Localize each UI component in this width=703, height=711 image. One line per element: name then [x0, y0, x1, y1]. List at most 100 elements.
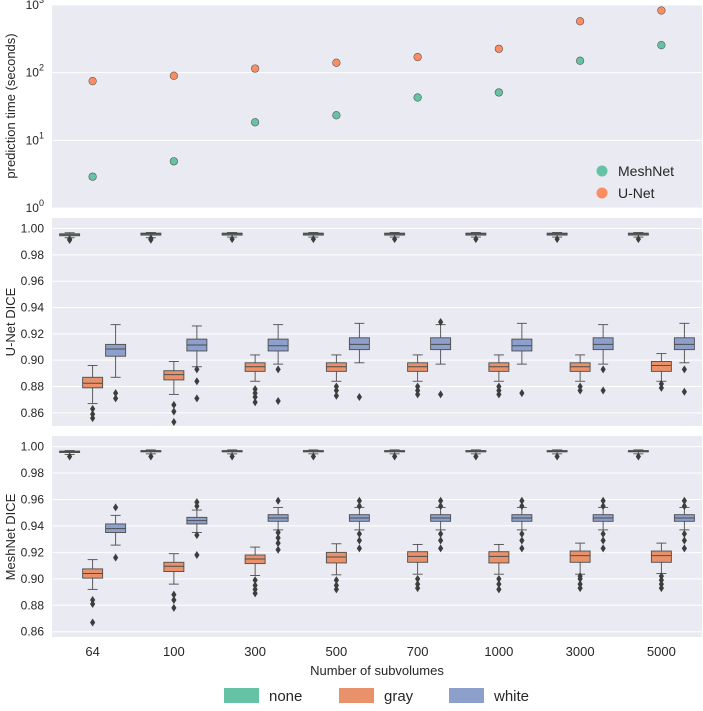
x-tick-label: 5000	[647, 644, 676, 659]
box-body	[82, 376, 104, 389]
box-body	[430, 337, 452, 351]
gray-box-1000	[488, 354, 510, 399]
outlier-marker	[577, 386, 583, 395]
meshnet-dice-y-ticks: 0.86 0.88 0.90 0.92 0.94 0.96 0.98 1.00	[21, 440, 45, 639]
outlier-marker	[356, 529, 362, 538]
outlier-marker	[681, 544, 687, 553]
white-box-1000	[511, 496, 533, 553]
outlier-marker	[438, 496, 444, 505]
outlier-marker	[194, 502, 200, 511]
y-tick-label: 0.94	[21, 301, 45, 315]
box-body	[592, 337, 614, 351]
gray-box-500	[325, 354, 347, 400]
timing-panel-grid	[52, 4, 702, 209]
outlier-marker	[554, 452, 560, 461]
none-box-300	[221, 232, 243, 244]
unet-dice-y-axis-label: U-Net DICE	[3, 287, 18, 356]
white-box-1000	[511, 322, 533, 398]
outlier-marker	[148, 235, 154, 244]
timing-panel-points	[88, 6, 666, 181]
outlier-marker	[519, 389, 525, 398]
white-box-5000	[673, 322, 695, 396]
none-box-100	[140, 449, 162, 461]
outlier-marker	[658, 584, 664, 593]
unet-dice-boxes	[59, 232, 695, 427]
gray-box-100	[163, 553, 185, 612]
white-box-300	[267, 496, 289, 554]
outlier-marker	[600, 365, 606, 374]
outlier-marker	[496, 390, 502, 399]
condition-legend: none gray white	[224, 688, 529, 705]
outlier-marker	[600, 544, 606, 553]
outlier-marker	[356, 393, 362, 402]
outlier-marker	[681, 365, 687, 374]
box-body	[511, 338, 533, 352]
outlier-marker	[229, 235, 235, 244]
meshnet-time-point	[657, 41, 666, 50]
none-box-1000	[465, 232, 487, 244]
meshnet-time-point	[88, 172, 97, 181]
outlier-marker	[415, 390, 421, 399]
outlier-marker	[275, 365, 281, 374]
gray-box-3000	[569, 542, 591, 593]
outlier-marker	[681, 496, 687, 505]
outlier-marker	[519, 536, 525, 545]
box-body	[650, 550, 672, 563]
y-tick-label: 0.98	[21, 248, 45, 262]
outlier-marker	[356, 536, 362, 545]
y-tick-label: 0.92	[21, 327, 45, 341]
white-box-3000	[592, 324, 614, 395]
outlier-marker	[635, 452, 641, 461]
u-net-time-point	[251, 64, 260, 73]
y-tick-label: 1.00	[21, 440, 45, 454]
outlier-marker	[171, 603, 177, 612]
outlier-marker	[438, 502, 444, 511]
outlier-marker	[171, 407, 177, 416]
meshnet-time-point	[576, 56, 585, 65]
none-box-100	[140, 232, 162, 244]
outlier-marker	[496, 580, 502, 589]
y-tick-label: 1.00	[21, 222, 45, 236]
outlier-marker	[681, 536, 687, 545]
y-tick-label: 0.88	[21, 380, 45, 394]
gray-box-100	[163, 361, 185, 427]
y-tick-label: 0.96	[21, 274, 45, 288]
legend-unet-swatch	[596, 187, 608, 199]
outlier-marker	[577, 584, 583, 593]
box-body	[569, 550, 591, 563]
y-tick-label: 0.88	[21, 598, 45, 612]
unet-dice-grid	[52, 228, 702, 414]
outlier-marker	[148, 452, 154, 461]
outlier-marker	[438, 318, 444, 326]
outlier-marker	[496, 585, 502, 594]
outlier-marker	[275, 528, 281, 537]
box-body	[325, 551, 347, 564]
white-box-700	[430, 318, 452, 399]
none-box-5000	[627, 232, 649, 244]
unet-dice-y-ticks: 0.86 0.88 0.90 0.92 0.94 0.96 0.98 1.00	[21, 222, 45, 420]
none-box-64	[59, 232, 81, 244]
gray-box-700	[407, 354, 429, 399]
none-box-500	[302, 232, 324, 244]
meshnet-dice-grid	[52, 446, 702, 633]
gray-box-3000	[569, 354, 591, 395]
outlier-marker	[519, 544, 525, 553]
outlier-marker	[252, 589, 258, 598]
legend-unet-label: U-Net	[618, 185, 655, 201]
y-tick-label: 0.90	[21, 353, 45, 367]
white-box-5000	[673, 496, 695, 553]
outlier-marker	[275, 533, 281, 542]
outlier-marker	[113, 389, 119, 398]
y-tick-label: 0.92	[21, 545, 45, 559]
outlier-marker	[67, 452, 73, 461]
y-tick-label: 0.98	[21, 466, 45, 480]
u-net-time-point	[657, 6, 666, 15]
outlier-marker	[90, 618, 96, 627]
outlier-marker	[600, 496, 606, 505]
x-tick-label: 100	[163, 644, 185, 659]
outlier-marker	[194, 531, 200, 540]
box-body	[163, 561, 185, 572]
u-net-time-point	[413, 52, 422, 62]
box-body	[650, 361, 672, 372]
